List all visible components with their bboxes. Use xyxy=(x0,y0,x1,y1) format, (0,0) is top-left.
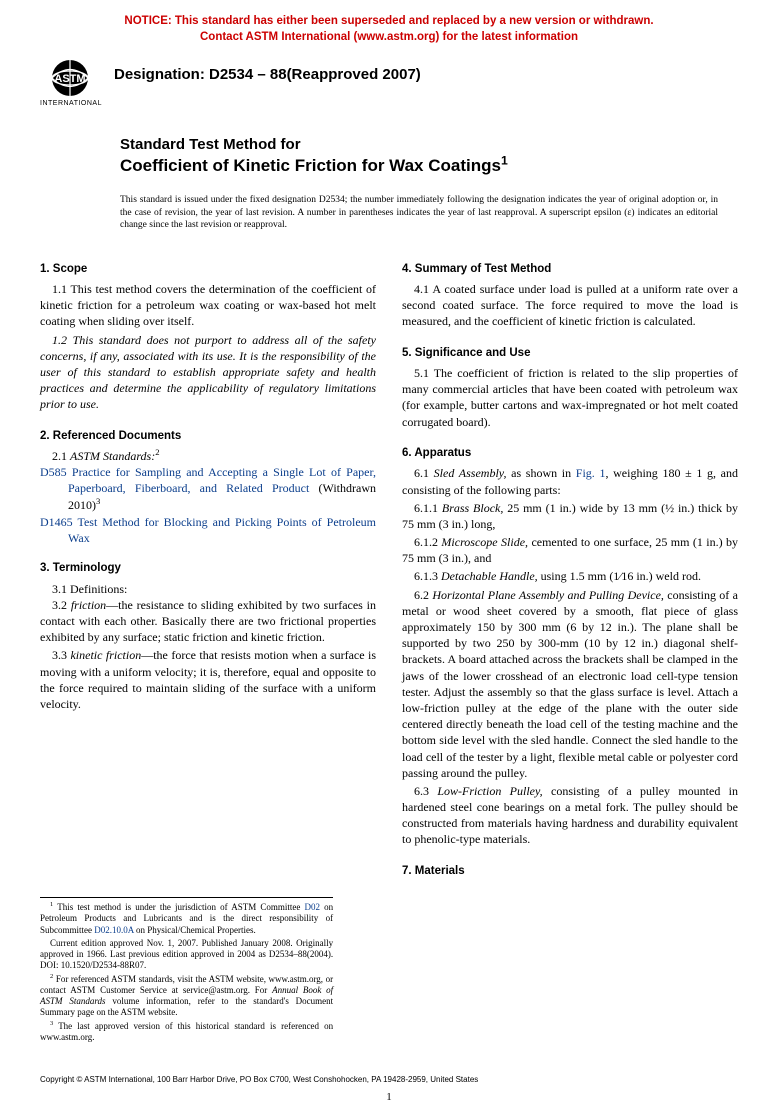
terminology-definitions-lead: 3.1 Definitions: xyxy=(40,581,376,597)
sec-refdocs-lead: 2.1 ASTM Standards:2 xyxy=(40,448,376,464)
sec-apparatus-heading: 6. Apparatus xyxy=(402,446,738,462)
sec-significance-heading: 5. Significance and Use xyxy=(402,346,738,362)
app-p12-term: Microscope Slide, xyxy=(441,535,528,549)
apparatus-p1: 6.1 Sled Assembly, as shown in Fig. 1, w… xyxy=(402,465,738,497)
terminology-friction: 3.2 friction—the resistance to sliding e… xyxy=(40,597,376,646)
sec-materials-heading: 7. Materials xyxy=(402,864,738,880)
sec-scope-p2: 1.2 This standard does not purport to ad… xyxy=(40,332,376,413)
refdoc-code: D1465 xyxy=(40,515,73,529)
subcommittee-link[interactable]: D02.10.0A xyxy=(94,925,134,935)
term-p2-term: friction xyxy=(71,598,106,612)
sec-scope-p1: 1.1 This test method covers the determin… xyxy=(40,281,376,330)
app-p12-lead: 6.1.2 xyxy=(414,535,441,549)
app-p13-term: Detachable Handle, xyxy=(441,569,538,583)
refdocs-lead-num: 2.1 xyxy=(52,449,70,463)
refdoc-link[interactable]: D1465 Test Method for Blocking and Picki… xyxy=(40,515,376,545)
footnotes-block: 1 This test method is under the jurisdic… xyxy=(40,897,333,1043)
title-supertitle: Standard Test Method for xyxy=(120,136,738,155)
sec-significance-p1: 5.1 The coefficient of friction is relat… xyxy=(402,365,738,430)
refdocs-lead-sup: 2 xyxy=(155,447,159,457)
sec-scope-heading: 1. Scope xyxy=(40,262,376,278)
refdoc-body: Test Method for Blocking and Picking Poi… xyxy=(68,515,376,545)
app-p2-body: consisting of a metal or wood sheet cove… xyxy=(402,588,738,780)
copyright-line: Copyright © ASTM International, 100 Barr… xyxy=(0,1045,778,1090)
notice-line1: NOTICE: This standard has either been su… xyxy=(60,14,718,30)
sec-summary-p1: 4.1 A coated surface under load is pulle… xyxy=(402,281,738,330)
notice-line2: Contact ASTM International (www.astm.org… xyxy=(60,30,718,46)
app-p11-lead: 6.1.1 xyxy=(414,501,442,515)
refdocs-list: D585 Practice for Sampling and Accepting… xyxy=(40,464,376,546)
terminology-kinetic-friction: 3.3 kinetic friction—the force that resi… xyxy=(40,647,376,712)
astm-logo-icon: ASTM xyxy=(40,59,100,101)
svg-text:ASTM: ASTM xyxy=(54,73,85,85)
title-main: Coefficient of Kinetic Friction for Wax … xyxy=(120,155,738,176)
supersession-notice: NOTICE: This standard has either been su… xyxy=(0,0,778,51)
title-block: Standard Test Method for Coefficient of … xyxy=(0,108,778,184)
footnotes-block-container: 1 This test method is under the jurisdic… xyxy=(0,897,778,1043)
app-p1-body-a: as shown in xyxy=(506,466,575,480)
refdoc-code: D585 xyxy=(40,465,67,479)
app-p13-body: using 1.5 mm (1⁄16 in.) weld rod. xyxy=(538,569,701,583)
app-p2-term: Horizontal Plane Assembly and Pulling De… xyxy=(432,588,664,602)
committee-d02-link[interactable]: D02 xyxy=(305,902,321,912)
header-row: ASTM INTERNATIONAL Designation: D2534 – … xyxy=(0,51,778,108)
footnote-1: 1 This test method is under the jurisdic… xyxy=(40,902,333,936)
apparatus-p12: 6.1.2 Microscope Slide, cemented to one … xyxy=(402,534,738,566)
footnote-3-body: The last approved version of this histor… xyxy=(40,1021,333,1042)
footnote-2: 2 For referenced ASTM standards, visit t… xyxy=(40,974,333,1019)
refdoc-item: D1465 Test Method for Blocking and Picki… xyxy=(40,514,376,546)
app-p1-lead: 6.1 xyxy=(414,466,434,480)
term-p2-lead: 3.2 xyxy=(52,598,71,612)
footnote-1b: Current edition approved Nov. 1, 2007. P… xyxy=(40,938,333,972)
refdocs-lead-label: ASTM Standards: xyxy=(70,449,155,463)
right-column: 4. Summary of Test Method 4.1 A coated s… xyxy=(402,258,738,884)
refdoc-sup: 3 xyxy=(96,496,100,506)
refdoc-item: D585 Practice for Sampling and Accepting… xyxy=(40,464,376,513)
term-p3-lead: 3.3 xyxy=(52,648,70,662)
issuance-note: This standard is issued under the fixed … xyxy=(0,184,778,231)
app-p2-lead: 6.2 xyxy=(414,588,432,602)
terminology-p1: 3.1 Definitions: xyxy=(52,582,127,596)
term-p3-term: kinetic friction xyxy=(70,648,141,662)
app-p13-lead: 6.1.3 xyxy=(414,569,441,583)
app-p11-term: Brass Block, xyxy=(442,501,504,515)
fig1-link[interactable]: Fig. 1 xyxy=(576,466,606,480)
footnote-3: 3 The last approved version of this hist… xyxy=(40,1021,333,1044)
sec-terminology-heading: 3. Terminology xyxy=(40,561,376,577)
title-main-text: Coefficient of Kinetic Friction for Wax … xyxy=(120,156,501,175)
two-column-body: 1. Scope 1.1 This test method covers the… xyxy=(0,232,778,884)
astm-logo: ASTM INTERNATIONAL xyxy=(40,59,100,108)
apparatus-p2: 6.2 Horizontal Plane Assembly and Pullin… xyxy=(402,587,738,781)
sec-refdocs-heading: 2. Referenced Documents xyxy=(40,429,376,445)
app-p3-lead: 6.3 xyxy=(414,784,437,798)
annual-book-ital: Annual Book of ASTM Standards xyxy=(40,985,333,1006)
apparatus-p3: 6.3 Low-Friction Pulley, consisting of a… xyxy=(402,783,738,848)
page-number: 1 xyxy=(0,1090,778,1117)
app-p1-term: Sled Assembly, xyxy=(434,466,507,480)
apparatus-p13: 6.1.3 Detachable Handle, using 1.5 mm (1… xyxy=(402,568,738,584)
astm-logo-label: INTERNATIONAL xyxy=(40,99,100,108)
left-column: 1. Scope 1.1 This test method covers the… xyxy=(40,258,376,884)
sec-summary-heading: 4. Summary of Test Method xyxy=(402,262,738,278)
designation-line: Designation: D2534 – 88(Reapproved 2007) xyxy=(114,59,421,85)
title-sup: 1 xyxy=(501,154,508,168)
apparatus-p11: 6.1.1 Brass Block, 25 mm (1 in.) wide by… xyxy=(402,500,738,532)
app-p3-term: Low-Friction Pulley, xyxy=(437,784,542,798)
